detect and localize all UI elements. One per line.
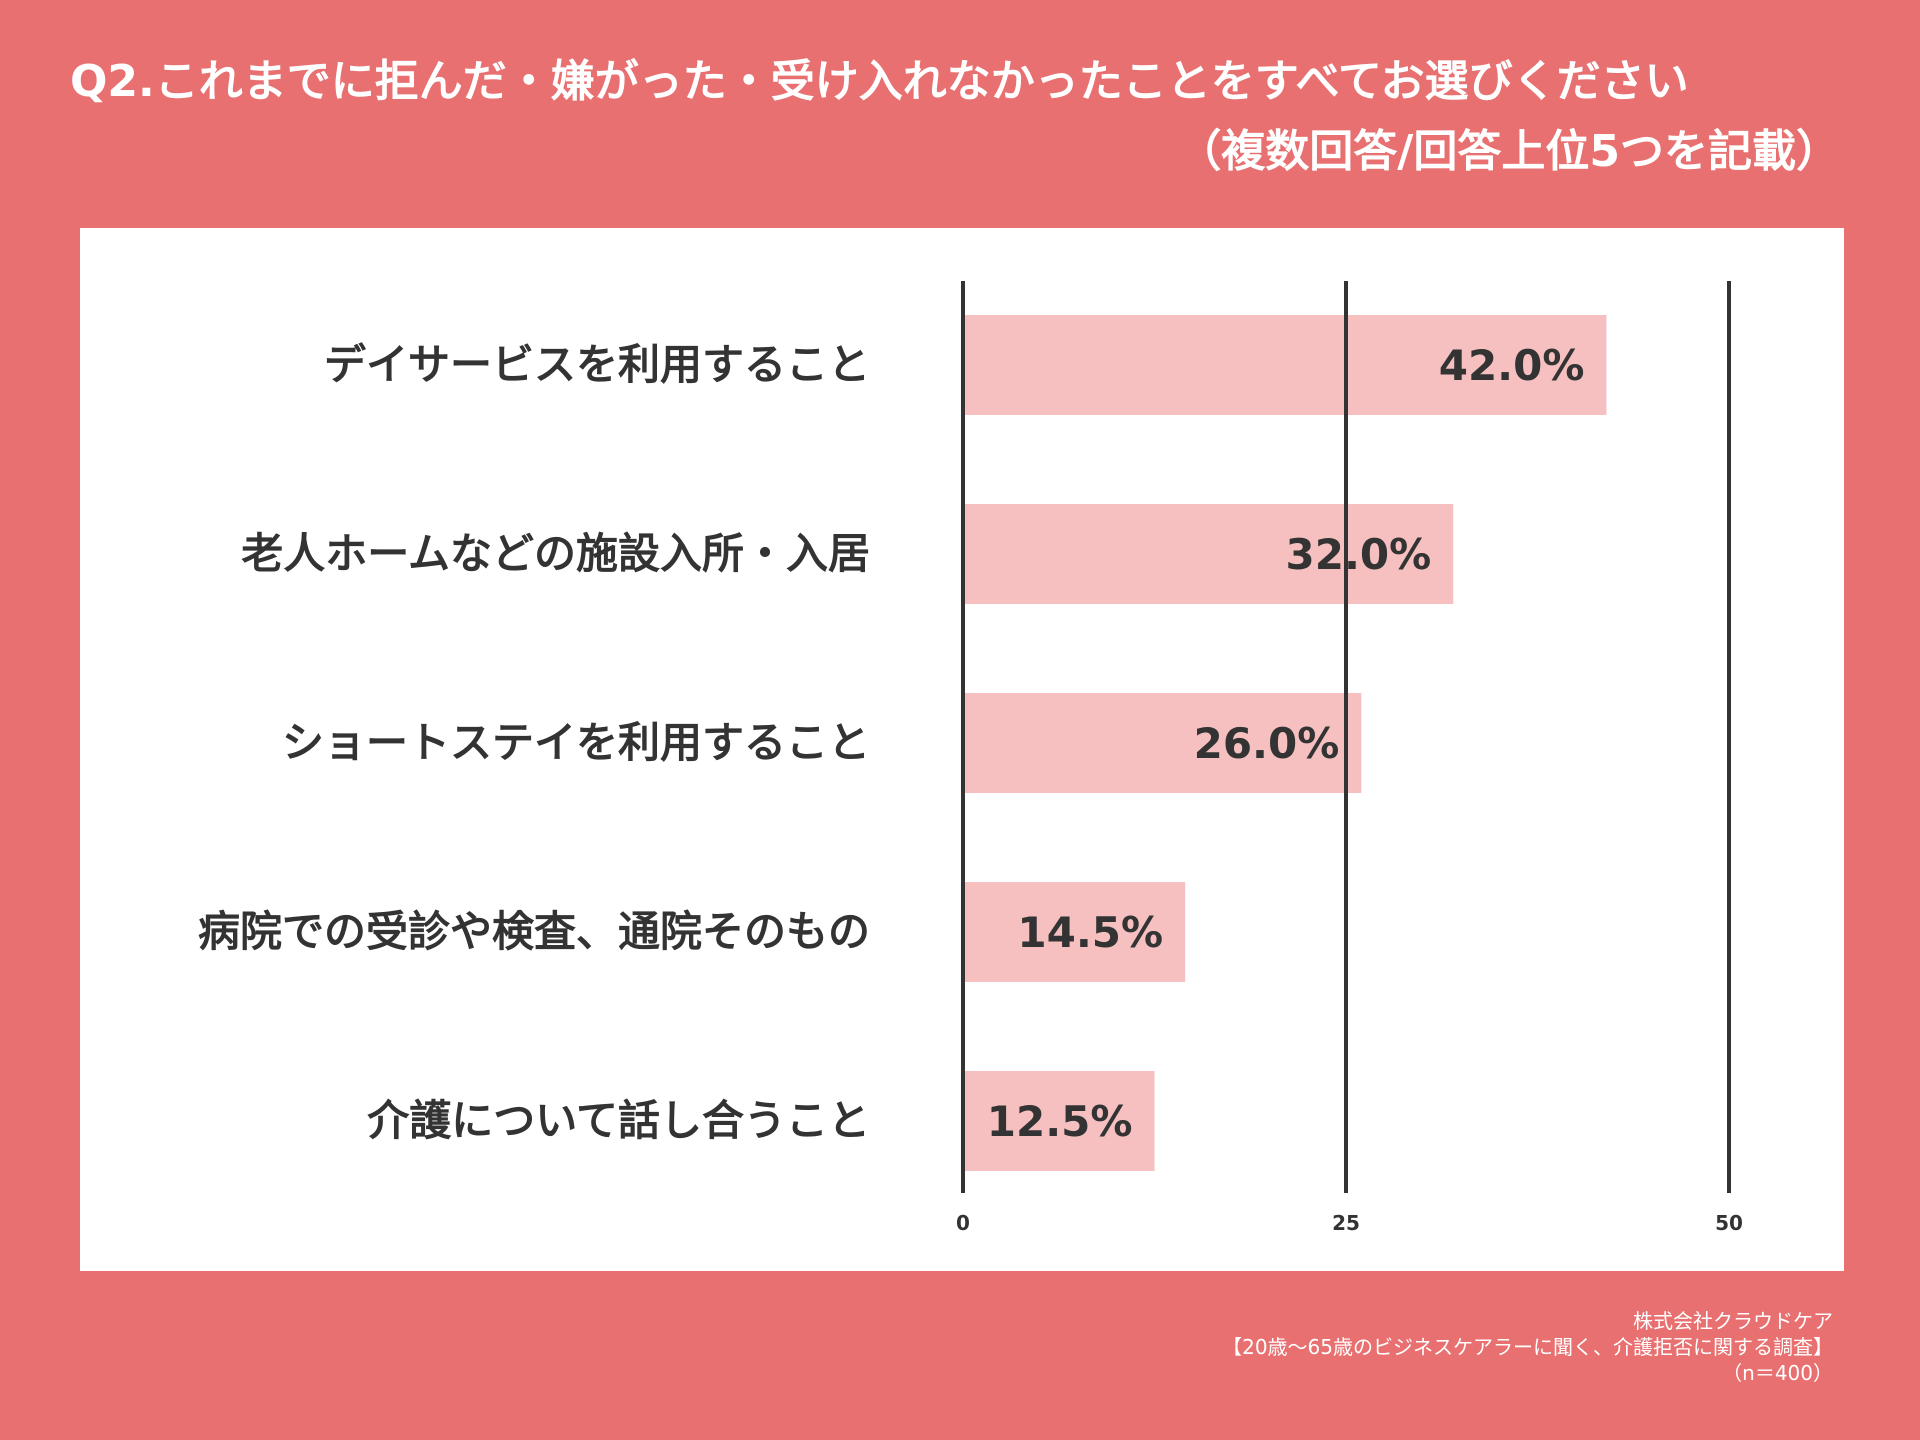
bar-4 xyxy=(963,882,1186,982)
chart-title: Q2.これまでに拒んだ・嫌がった・受け入れなかったことをすべてお選びください xyxy=(70,56,1689,107)
category-label-5: 介護について話し合うこと xyxy=(367,1096,870,1145)
data-label-5: 12.5% xyxy=(987,1097,1133,1146)
bar-chart: 0 25 50 42.0% 32.0% 26.0% 14.5% 12.5% xyxy=(956,281,1743,1235)
category-label-3: ショートステイを利用すること xyxy=(281,718,870,767)
data-label-1: 42.0% xyxy=(1439,341,1585,390)
chart-panel: デイサービスを利用すること老人ホームなどの施設入所・入居ショートステイを利用する… xyxy=(80,228,1844,1271)
sample-size: （n＝400） xyxy=(1722,1361,1833,1385)
x-tick-label-50: 50 xyxy=(1715,1211,1743,1235)
x-tick-label-25: 25 xyxy=(1332,1211,1360,1235)
x-tick-label-0: 0 xyxy=(956,1211,970,1235)
category-label-4: 病院での受診や検査、通院そのもの xyxy=(197,907,870,956)
data-label-4: 14.5% xyxy=(1017,908,1163,957)
survey-title: 【20歳〜65歳のビジネスケアラーに聞く、介護拒否に関する調査】 xyxy=(1222,1335,1833,1359)
source-footer: 株式会社クラウドケア 【20歳〜65歳のビジネスケアラーに聞く、介護拒否に関する… xyxy=(1222,1308,1833,1386)
bar-3 xyxy=(963,693,1362,793)
bar-2 xyxy=(963,504,1454,604)
data-label-2: 32.0% xyxy=(1286,530,1432,579)
company-name: 株式会社クラウドケア xyxy=(1633,1309,1833,1333)
data-label-3: 26.0% xyxy=(1194,719,1340,768)
bar-5 xyxy=(963,1071,1155,1171)
bar-1 xyxy=(963,315,1607,415)
category-label-2: 老人ホームなどの施設入所・入居 xyxy=(241,529,870,578)
chart-subtitle: （複数回答/回答上位5つを記載） xyxy=(1177,126,1840,177)
category-label-1: デイサービスを利用すること xyxy=(323,340,870,389)
